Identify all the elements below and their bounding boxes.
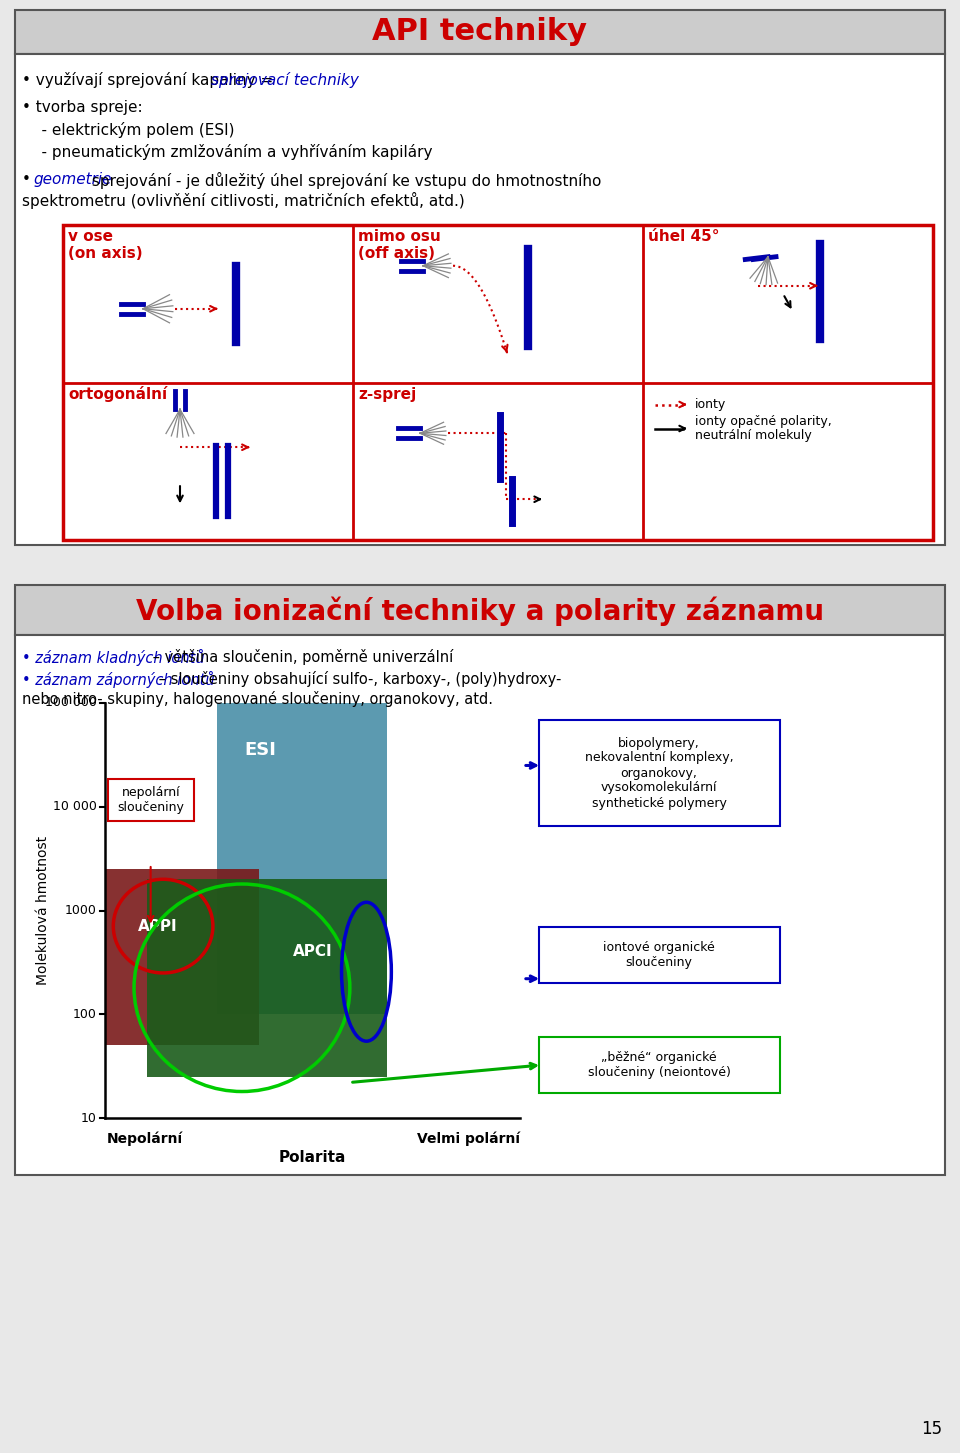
Text: ionty opačné polarity,
neutrální molekuly: ionty opačné polarity, neutrální molekul… bbox=[695, 414, 831, 443]
Text: - pneumatickým zmlžováním a vyhříváním kapiláry: - pneumatickým zmlžováním a vyhříváním k… bbox=[22, 144, 433, 160]
Text: •: • bbox=[22, 171, 36, 187]
Text: APCI: APCI bbox=[293, 944, 332, 959]
Text: ionty: ionty bbox=[695, 398, 727, 411]
Bar bbox=[15, 54, 945, 545]
Text: • záznam záporných iontů: • záznam záporných iontů bbox=[22, 671, 215, 689]
Bar bbox=[105, 869, 258, 1046]
Text: sprejovací techniky: sprejovací techniky bbox=[210, 73, 359, 89]
Text: Volba ionizační techniky a polarity záznamu: Volba ionizační techniky a polarity zázn… bbox=[136, 596, 824, 626]
Text: Molekulová hmotnost: Molekulová hmotnost bbox=[36, 835, 50, 985]
Text: úhel 45°: úhel 45° bbox=[648, 230, 719, 244]
Text: 15: 15 bbox=[921, 1420, 942, 1438]
Text: geometrie: geometrie bbox=[34, 171, 112, 187]
Text: Polarita: Polarita bbox=[278, 1149, 347, 1165]
FancyBboxPatch shape bbox=[539, 721, 780, 825]
Text: 10: 10 bbox=[82, 1112, 97, 1125]
Text: Nepolární: Nepolární bbox=[107, 1132, 183, 1146]
Text: APPI: APPI bbox=[138, 920, 178, 934]
FancyBboxPatch shape bbox=[539, 927, 780, 984]
Text: Velmi polární: Velmi polární bbox=[417, 1132, 520, 1146]
Text: 10 000: 10 000 bbox=[53, 801, 97, 814]
Text: ESI: ESI bbox=[245, 741, 276, 760]
Text: • záznam kladných iontů: • záznam kladných iontů bbox=[22, 649, 204, 665]
Bar bbox=[15, 10, 945, 54]
Bar bbox=[63, 225, 933, 541]
Text: - elektrickým polem (ESI): - elektrickým polem (ESI) bbox=[22, 122, 234, 138]
Text: • tvorba spreje:: • tvorba spreje: bbox=[22, 100, 143, 115]
Text: • využívají sprejování kapaliny =: • využívají sprejování kapaliny = bbox=[22, 73, 278, 89]
Text: 100: 100 bbox=[73, 1008, 97, 1021]
Text: ortogonální: ortogonální bbox=[68, 386, 167, 402]
Text: mimo osu
(off axis): mimo osu (off axis) bbox=[358, 230, 441, 262]
Text: z-sprej: z-sprej bbox=[358, 386, 417, 401]
Bar bbox=[15, 586, 945, 635]
Text: API techniky: API techniky bbox=[372, 17, 588, 46]
Text: „běžné“ organické
sloučeniny (neiontové): „běžné“ organické sloučeniny (neiontové) bbox=[588, 1051, 731, 1080]
Text: nebo nitro- skupiny, halogenované sloučeniny, organokovy, atd.: nebo nitro- skupiny, halogenované slouče… bbox=[22, 692, 493, 708]
Text: spektrometru (ovlivňění citlivosti, matričních efektů, atd.): spektrometru (ovlivňění citlivosti, matr… bbox=[22, 192, 465, 209]
FancyBboxPatch shape bbox=[539, 1037, 780, 1093]
Text: – většina sloučenin, poměrně univerzální: – většina sloučenin, poměrně univerzální bbox=[149, 649, 454, 665]
Text: nepolární
sloučeniny: nepolární sloučeniny bbox=[117, 786, 184, 814]
Text: 100 000: 100 000 bbox=[45, 696, 97, 709]
Text: iontové organické
sloučeniny: iontové organické sloučeniny bbox=[603, 942, 715, 969]
Bar bbox=[147, 879, 387, 1077]
Text: – sloučeniny obsahující sulfo-, karboxy-, (poly)hydroxy-: – sloučeniny obsahující sulfo-, karboxy-… bbox=[154, 671, 562, 687]
Text: 1000: 1000 bbox=[65, 904, 97, 917]
FancyBboxPatch shape bbox=[108, 779, 194, 821]
Text: biopolymery,
nekovalentní komplexy,
organokovy,
vysokomolekulární
synthetické po: biopolymery, nekovalentní komplexy, orga… bbox=[585, 737, 733, 809]
Bar bbox=[217, 703, 387, 1014]
Text: v ose
(on axis): v ose (on axis) bbox=[68, 230, 143, 262]
Bar bbox=[15, 635, 945, 1175]
Text: sprejování - je důležitý úhel sprejování ke vstupu do hmotnostního: sprejování - je důležitý úhel sprejování… bbox=[86, 171, 601, 189]
